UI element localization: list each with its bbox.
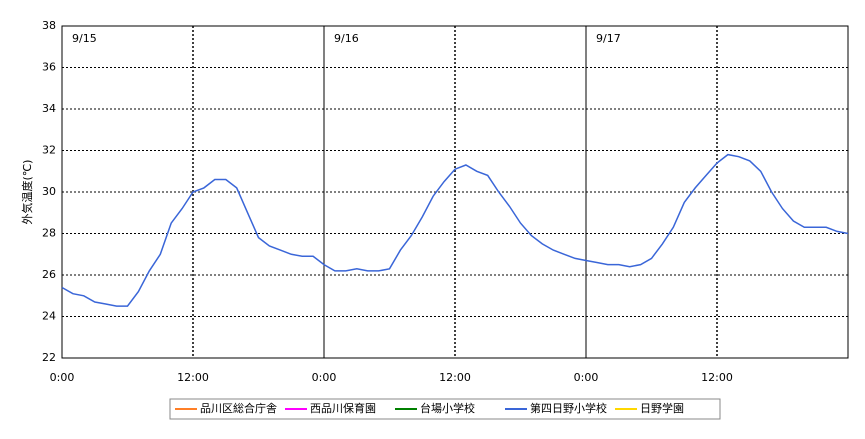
y-tick-label: 22 xyxy=(42,351,56,364)
y-tick-label: 28 xyxy=(42,227,56,240)
x-tick-label: 12:00 xyxy=(701,371,733,384)
day-label: 9/16 xyxy=(334,32,359,45)
y-axis-label: 外気温度(℃) xyxy=(20,160,34,225)
y-tick-label: 32 xyxy=(42,144,56,157)
y-tick-label: 34 xyxy=(42,102,56,115)
day-label: 9/15 xyxy=(72,32,97,45)
y-tick-label: 26 xyxy=(42,268,56,281)
y-tick-label: 30 xyxy=(42,185,56,198)
legend xyxy=(169,398,721,420)
y-tick-label: 38 xyxy=(42,19,56,32)
x-tick-label: 0:00 xyxy=(312,371,337,384)
legend-label: 台場小学校 xyxy=(420,401,475,415)
x-tick-label: 12:00 xyxy=(439,371,471,384)
y-tick-label: 36 xyxy=(42,61,56,74)
legend-label: 品川区総合庁舎 xyxy=(200,401,277,415)
legend-label: 西品川保育園 xyxy=(310,401,376,415)
x-tick-label: 0:00 xyxy=(574,371,599,384)
y-tick-label: 24 xyxy=(42,310,56,323)
series-line xyxy=(61,153,849,307)
day-label: 9/17 xyxy=(596,32,621,45)
legend-label: 日野学園 xyxy=(640,401,684,415)
legend-label: 第四日野小学校 xyxy=(530,401,607,415)
x-tick-label: 12:00 xyxy=(177,371,209,384)
x-tick-label: 0:00 xyxy=(50,371,75,384)
